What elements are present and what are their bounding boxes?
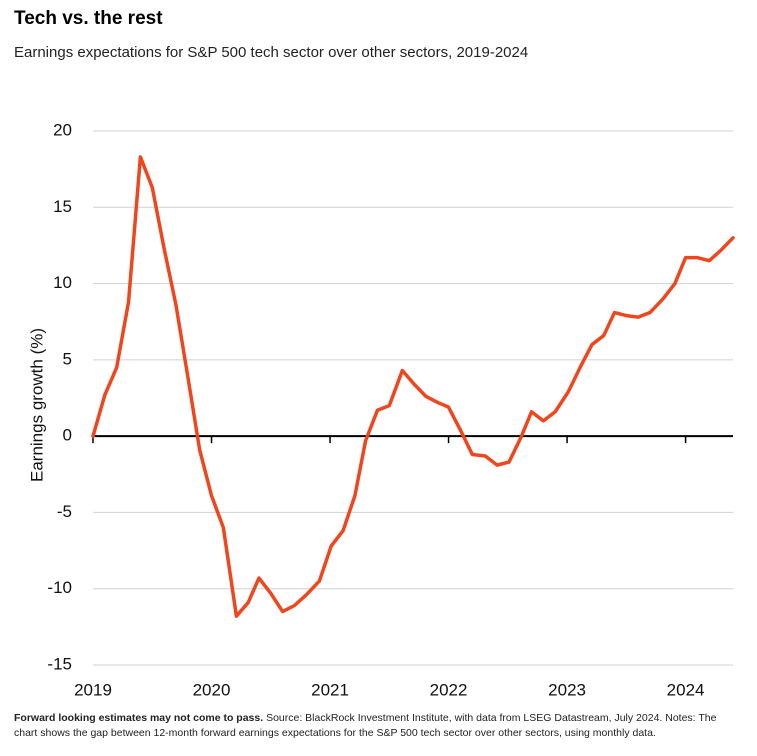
chart-title: Tech vs. the rest [14,8,163,29]
y-tick-label: -15 [47,654,72,673]
y-tick-label: 15 [53,197,72,216]
x-tick-label: 2019 [74,680,112,699]
chart-subtitle: Earnings expectations for S&P 500 tech s… [14,44,529,61]
x-tick-label: 2020 [193,680,231,699]
footnote-text: Source: BlackRock Investment Institute, … [14,712,717,739]
y-axis-label: Earnings growth (%) [27,328,46,482]
y-tick-label: 5 [63,349,72,368]
footnote-bold: Forward looking estimates may not come t… [14,712,264,724]
chart: Earnings growth (%) 20 15 10 5 0 -5 -10 -152019… [27,120,735,699]
y-tick-label: 20 [53,120,72,139]
data-line [91,155,735,618]
x-tick-label: 2024 [667,680,705,699]
y-tick-label: -10 [47,578,72,597]
x-tick-label: 2023 [548,680,586,699]
x-tick-label: 2021 [311,680,349,699]
footnote: Forward looking estimates may not come t… [14,711,739,741]
x-tick-label: 2022 [430,680,468,699]
y-tick-label: -5 [57,502,72,521]
y-tick-label: 0 [63,426,72,445]
y-tick-label: 10 [53,273,72,292]
